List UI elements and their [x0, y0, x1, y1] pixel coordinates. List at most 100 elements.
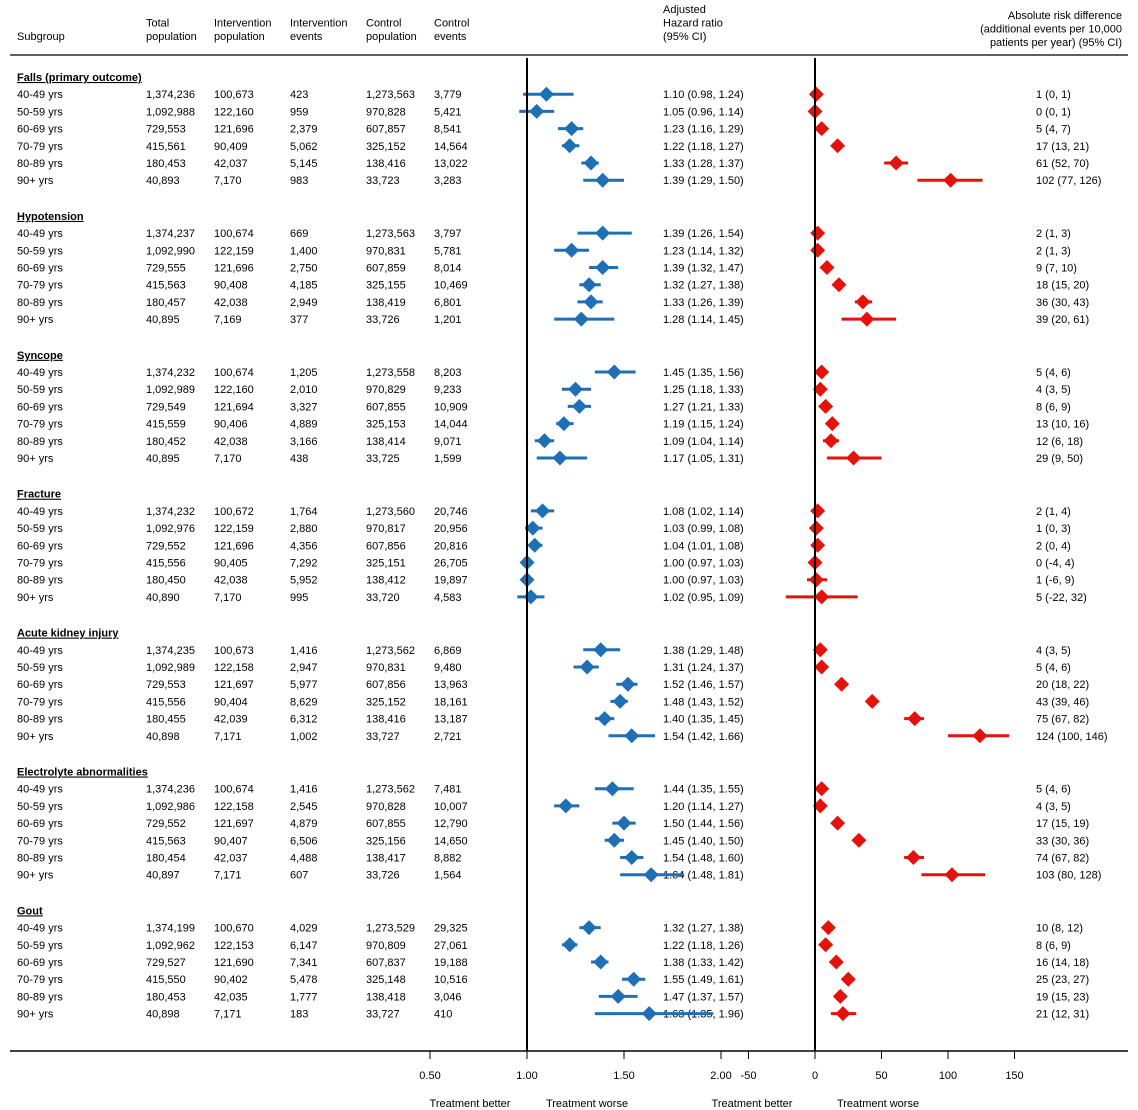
hr-point [552, 450, 568, 466]
control-events: 5,781 [434, 245, 462, 257]
table-row: 80-89 yrs 180,457 42,038 2,949 138,419 6,801 1… [17, 297, 1089, 309]
ard-point [812, 381, 828, 397]
intervention-population: 90,405 [214, 558, 248, 570]
intervention-events: 1,400 [290, 245, 318, 257]
control-events: 9,071 [434, 436, 462, 448]
hr-point [593, 954, 609, 970]
ard-point [907, 711, 923, 727]
table-row: 60-69 yrs 729,552 121,697 4,879 607,855 12,79… [17, 818, 1089, 830]
control-population: 325,156 [366, 835, 406, 847]
control-events: 3,283 [434, 175, 462, 187]
intervention-events: 6,147 [290, 940, 318, 952]
intervention-events: 1,002 [290, 731, 318, 743]
intervention-events: 669 [290, 228, 308, 240]
subgroup-label: 50-59 yrs [17, 384, 63, 396]
control-events: 13,022 [434, 158, 468, 170]
risk-difference-text: 18 (15, 20) [1036, 280, 1089, 292]
subgroup-label: 80-89 yrs [17, 297, 63, 309]
section-hypotension-title: Hypotension [17, 211, 84, 223]
ard-tick-label: 50 [875, 1070, 887, 1082]
hazard-ratio-text: 1.25 (1.18, 1.33) [663, 384, 744, 396]
hr-point [616, 815, 632, 831]
risk-difference-text: 0 (0, 1) [1036, 106, 1071, 118]
total-population: 415,563 [146, 280, 186, 292]
table-row: 60-69 yrs 729,553 121,696 2,379 607,857 8,541… [17, 124, 1071, 136]
control-population: 1,273,562 [366, 645, 415, 657]
intervention-population: 121,696 [214, 540, 254, 552]
intervention-events: 5,952 [290, 575, 318, 587]
hr-point [641, 1006, 657, 1022]
control-events: 20,956 [434, 523, 468, 535]
total-population: 1,092,962 [146, 940, 195, 952]
hr-point [581, 277, 597, 293]
risk-difference-text: 43 (39, 46) [1036, 696, 1089, 708]
control-population: 325,151 [366, 558, 406, 570]
subgroup-label: 40-49 yrs [17, 645, 63, 657]
table-row: 70-79 yrs 415,563 90,407 6,506 325,156 14,650… [17, 835, 1089, 847]
subgroup-label: 60-69 yrs [17, 818, 63, 830]
subgroup-label: 50-59 yrs [17, 245, 63, 257]
risk-difference-text: 19 (15, 23) [1036, 991, 1089, 1003]
control-events: 8,014 [434, 263, 462, 275]
intervention-events: 377 [290, 314, 308, 326]
risk-difference-text: 2 (1, 4) [1036, 506, 1071, 518]
total-population: 1,374,236 [146, 89, 195, 101]
total-population: 180,457 [146, 297, 186, 309]
risk-difference-text: 5 (4, 7) [1036, 124, 1071, 136]
table-row: 60-69 yrs 729,552 121,696 4,356 607,856 20,81… [17, 540, 1071, 552]
hazard-ratio-text: 1.10 (0.98, 1.24) [663, 89, 744, 101]
ard-point [824, 416, 840, 432]
section-acute-kidney-injury-title: Acute kidney injury [17, 628, 119, 640]
risk-difference-text: 13 (10, 16) [1036, 419, 1089, 431]
intervention-population: 121,690 [214, 957, 254, 969]
hazard-ratio-text: 1.04 (1.01, 1.08) [663, 540, 744, 552]
hazard-ratio-text: 1.39 (1.29, 1.50) [663, 175, 744, 187]
total-population: 729,553 [146, 679, 186, 691]
subgroup-label: 60-69 yrs [17, 124, 63, 136]
risk-difference-text: 8 (6, 9) [1036, 940, 1071, 952]
intervention-population: 122,158 [214, 801, 254, 813]
hr-point [595, 225, 611, 241]
ard-point [864, 693, 880, 709]
risk-difference-text: 25 (23, 27) [1036, 974, 1089, 986]
control-events: 13,187 [434, 714, 468, 726]
hazard-ratio-text: 1.20 (1.14, 1.27) [663, 801, 744, 813]
control-events: 3,046 [434, 991, 462, 1003]
header-int-pop: population [214, 31, 265, 43]
table-row: 80-89 yrs 180,453 42,037 5,145 138,416 13,022… [17, 158, 1089, 170]
intervention-events: 2,379 [290, 124, 318, 136]
header-ard: patients per year) (95% CI) [990, 37, 1122, 49]
hazard-ratio-text: 1.23 (1.14, 1.32) [663, 245, 744, 257]
control-events: 410 [434, 1009, 452, 1021]
table-row: 50-59 yrs 1,092,962 122,153 6,147 970,809 27,… [17, 940, 1071, 952]
total-population: 415,556 [146, 558, 186, 570]
ard-point [810, 503, 826, 519]
intervention-population: 121,697 [214, 679, 254, 691]
control-events: 9,233 [434, 384, 462, 396]
control-events: 10,909 [434, 401, 468, 413]
intervention-events: 1,764 [290, 506, 318, 518]
hr-tick-label: 2.00 [710, 1070, 731, 1082]
control-population: 1,273,563 [366, 228, 415, 240]
header-ard: (additional events per 10,000 [980, 24, 1122, 36]
total-population: 729,552 [146, 540, 186, 552]
hr-label-worse: Treatment worse [546, 1098, 628, 1110]
control-events: 10,516 [434, 974, 468, 986]
ard-point [810, 242, 826, 258]
subgroup-label: 40-49 yrs [17, 506, 63, 518]
intervention-events: 6,312 [290, 714, 318, 726]
intervention-population: 42,037 [214, 158, 248, 170]
total-population: 1,092,976 [146, 523, 195, 535]
hazard-ratio-text: 1.00 (0.97, 1.03) [663, 575, 744, 587]
subgroup-label: 90+ yrs [17, 1009, 54, 1021]
ard-point [944, 867, 960, 883]
subgroup-label: 70-79 yrs [17, 974, 63, 986]
control-population: 1,273,563 [366, 89, 415, 101]
risk-difference-text: 5 (4, 6) [1036, 367, 1071, 379]
hazard-ratio-text: 1.09 (1.04, 1.14) [663, 436, 744, 448]
x-axes: 0.50 1.00 1.50 2.00 Treatment better Treatmen… [10, 1050, 1128, 1110]
subgroup-label: 50-59 yrs [17, 523, 63, 535]
hr-point [604, 781, 620, 797]
intervention-population: 90,404 [214, 696, 248, 708]
ard-point [831, 277, 847, 293]
